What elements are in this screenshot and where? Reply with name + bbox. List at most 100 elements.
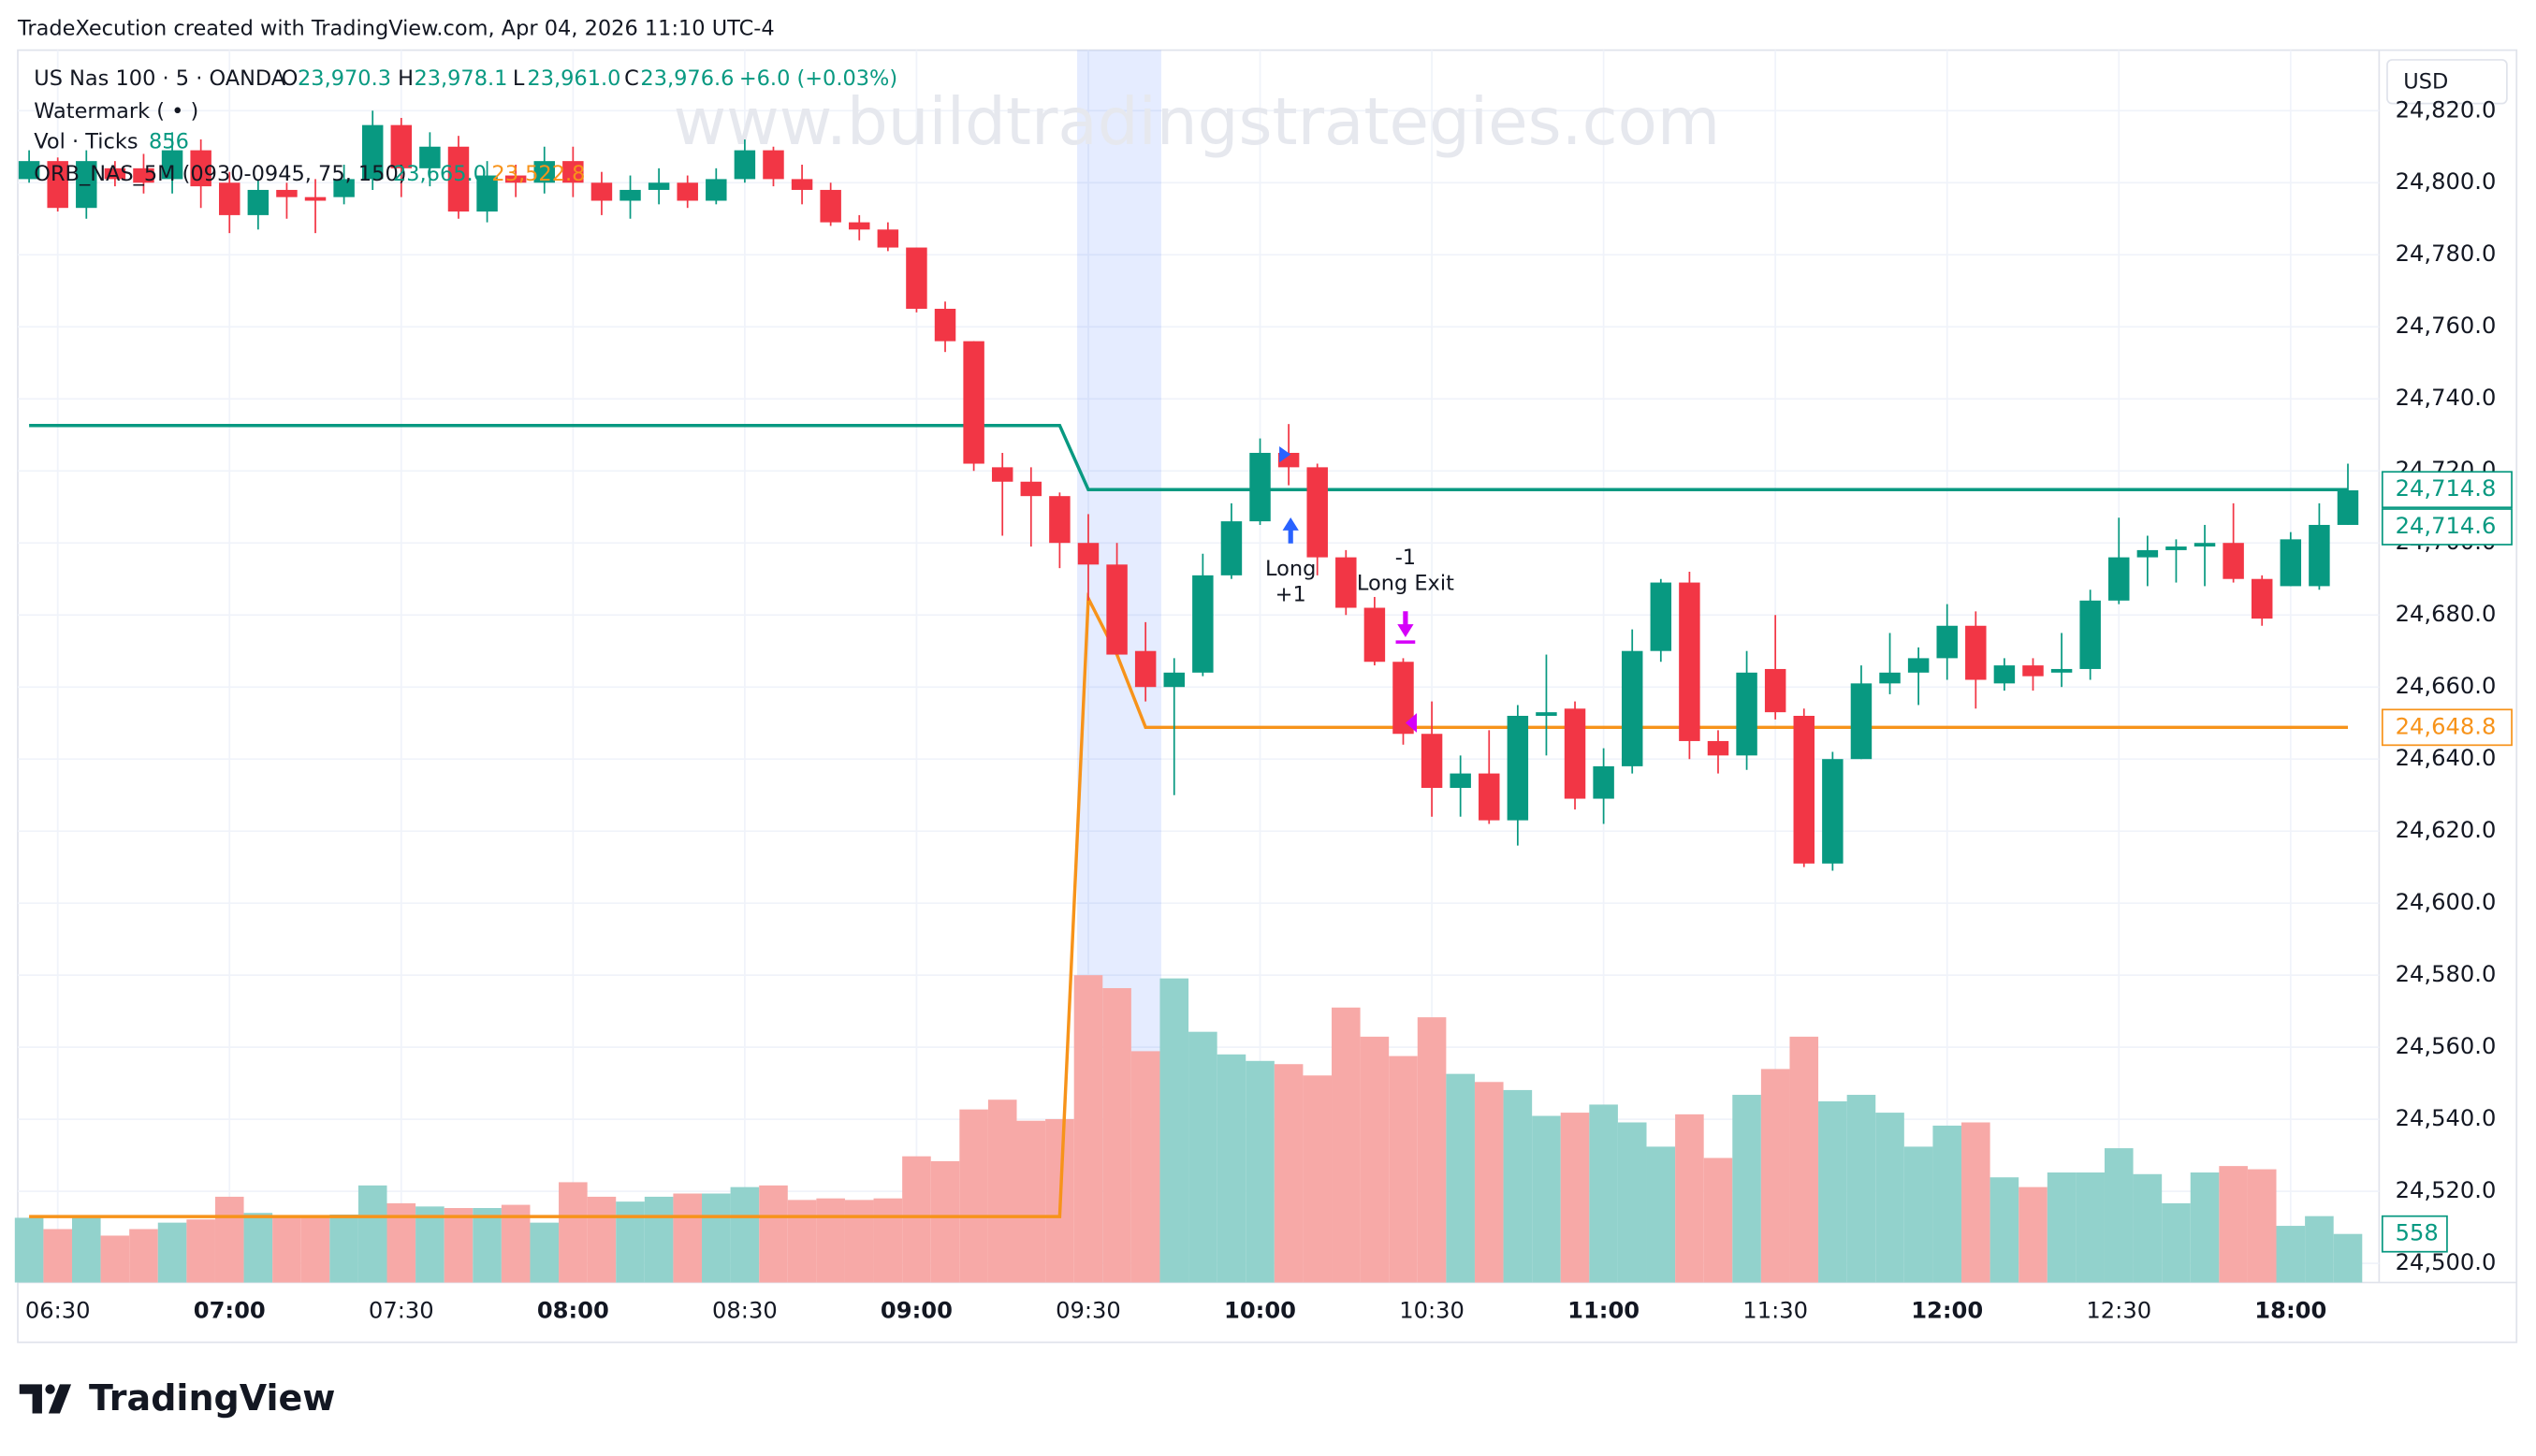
candle-body	[304, 197, 327, 201]
volume-bar	[14, 1217, 44, 1283]
long-arrow	[1282, 517, 1299, 544]
candle-body	[1650, 582, 1672, 651]
volume-bar	[1703, 1158, 1733, 1283]
y-tick-label: 24,580.0	[2396, 961, 2497, 987]
candle-body	[734, 150, 756, 180]
x-tick-label: 09:30	[1056, 1298, 1121, 1324]
volume-bar	[214, 1196, 244, 1283]
volume-bar	[1389, 1056, 1418, 1283]
volume-bar	[473, 1208, 502, 1283]
volume-bar	[559, 1182, 588, 1283]
volume-bar	[357, 1185, 387, 1283]
volume-bar	[1961, 1122, 1990, 1283]
volume-bar	[959, 1109, 988, 1283]
y-tick-label: 24,600.0	[2396, 889, 2497, 915]
price-label: 24,714.8	[2396, 475, 2497, 502]
candle-body	[1793, 715, 1815, 864]
volume-bar	[1503, 1089, 1533, 1283]
y-tick-label: 24,620.0	[2396, 817, 2497, 843]
volume-bar	[2247, 1169, 2277, 1283]
x-tick-label: 06:30	[25, 1298, 91, 1324]
volume-bar	[1446, 1073, 1475, 1283]
volume-bar	[1532, 1115, 1561, 1283]
x-tick-label: 09:00	[881, 1298, 953, 1324]
indicator-name: Watermark ( • )	[34, 99, 198, 124]
ohlc-value: 23,976.6	[640, 66, 734, 91]
candle-body	[219, 182, 240, 215]
candle-body	[1249, 452, 1271, 522]
candle-body	[1936, 625, 1958, 659]
volume-bar	[1274, 1064, 1304, 1283]
volume-bar	[530, 1222, 560, 1283]
volume-bar	[730, 1187, 760, 1283]
y-tick-label: 24,520.0	[2396, 1177, 2497, 1203]
volume-bar	[2019, 1187, 2048, 1283]
candle-body	[849, 222, 870, 230]
candle-body	[419, 146, 441, 168]
volume-bar	[1073, 975, 1103, 1283]
candle-body	[562, 161, 584, 183]
volume-bar	[43, 1229, 72, 1283]
volume-bar	[2333, 1233, 2363, 1283]
volume-bar	[1360, 1036, 1390, 1283]
volume-label: 558	[2396, 1220, 2439, 1246]
y-tick-label: 24,760.0	[2396, 313, 2497, 339]
currency[interactable]: USD	[2403, 70, 2448, 95]
currency-button[interactable]	[2386, 59, 2508, 105]
candle-body	[1363, 607, 1386, 662]
volume-label-box	[2381, 1215, 2448, 1253]
volume-bar	[329, 1214, 358, 1283]
candle-body	[333, 179, 355, 197]
x-tick-label: 08:00	[537, 1298, 609, 1324]
y-tick-label: 24,640.0	[2396, 745, 2497, 771]
volume-bar	[1130, 1051, 1160, 1283]
price-label-box	[2381, 708, 2513, 747]
x-tick-label: 07:00	[194, 1298, 266, 1324]
candle-body	[1536, 712, 1557, 716]
ohlc-key: L	[513, 66, 525, 91]
volume-bar	[1617, 1122, 1647, 1283]
volume-bar	[1560, 1113, 1590, 1283]
candle-body	[820, 189, 841, 223]
legend: US Nas 100 · 5 · OANDA O 23,970.3 H 23,9…	[34, 66, 897, 186]
volume-bar	[1417, 1017, 1447, 1283]
volume-bar	[1188, 1031, 1217, 1283]
price-label-box	[2381, 508, 2513, 546]
candle-body	[1134, 650, 1157, 688]
symbol: US Nas 100 · 5 · OANDA	[34, 66, 286, 91]
volume-layer	[14, 975, 2363, 1283]
volume-bar	[444, 1208, 474, 1283]
frame	[17, 49, 2518, 1344]
price-label: 24,648.8	[2396, 713, 2497, 739]
candle-body	[2223, 543, 2244, 579]
candle-body	[1450, 773, 1471, 788]
exit-marker	[1405, 713, 1418, 733]
annotation: +1	[1275, 583, 1306, 607]
candle-body	[161, 150, 183, 180]
candle-body	[677, 182, 698, 201]
logo: TradingView	[19, 1377, 335, 1419]
x-tick-label: 18:00	[2254, 1298, 2326, 1324]
ohlc-value: 23,970.3	[298, 66, 391, 91]
volume-bar	[2104, 1148, 2134, 1283]
candle-body	[1335, 557, 1357, 608]
volume-bar	[644, 1196, 674, 1283]
indicator-line	[29, 591, 2348, 1218]
candle-body	[1163, 672, 1185, 688]
candle-body	[1020, 481, 1042, 497]
x-tick-label: 08:30	[712, 1298, 778, 1324]
volume-bar	[1589, 1104, 1618, 1283]
indicator-value: 23,522.8	[491, 162, 585, 186]
x-tick-label: 11:00	[1567, 1298, 1640, 1324]
candle-body	[2108, 557, 2130, 601]
candle-body	[934, 308, 956, 342]
volume-bar	[787, 1200, 817, 1283]
candle-body	[2165, 546, 2187, 550]
candle-body	[47, 161, 68, 209]
volume-bar	[702, 1193, 731, 1283]
candle-body	[1220, 521, 1243, 575]
candle-body	[1707, 740, 1729, 756]
candle-body	[1392, 662, 1414, 735]
volume-bar	[2305, 1216, 2334, 1283]
volume-bar	[673, 1193, 703, 1283]
